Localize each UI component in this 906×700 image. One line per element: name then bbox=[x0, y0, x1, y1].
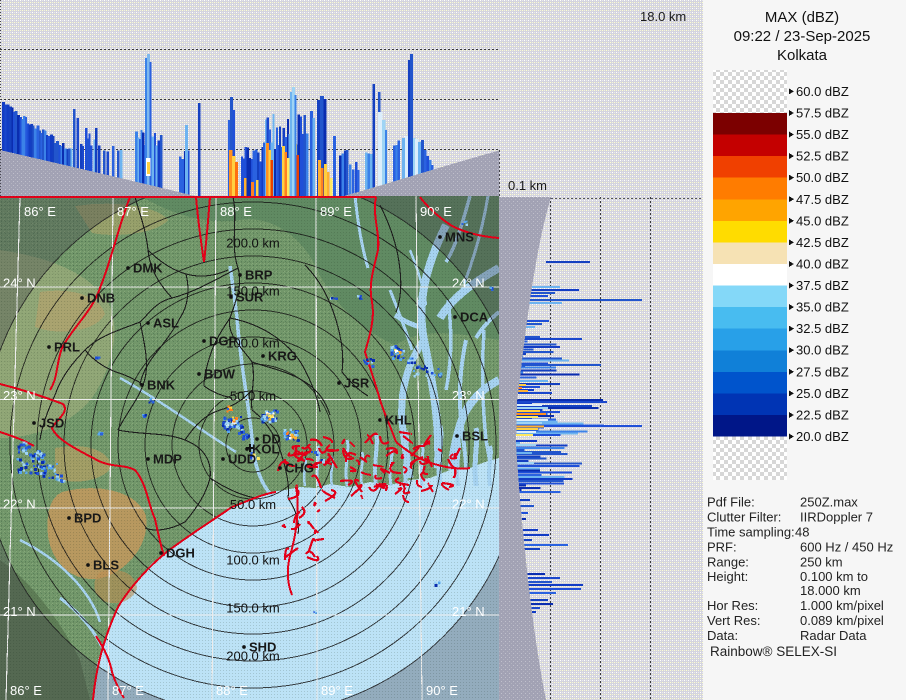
svg-text:BLS: BLS bbox=[93, 558, 119, 573]
svg-text:PRF:: PRF: bbox=[707, 540, 737, 555]
svg-text:150.0 km: 150.0 km bbox=[226, 601, 279, 616]
svg-text:88° E: 88° E bbox=[220, 204, 252, 219]
svg-text:27.5 dBZ: 27.5 dBZ bbox=[796, 364, 849, 379]
svg-text:24° N: 24° N bbox=[452, 276, 485, 291]
svg-text:35.0 dBZ: 35.0 dBZ bbox=[796, 300, 849, 315]
svg-text:BPD: BPD bbox=[74, 511, 101, 526]
svg-text:24° N: 24° N bbox=[3, 276, 36, 291]
svg-text:JSR: JSR bbox=[344, 376, 370, 391]
svg-text:UDD: UDD bbox=[228, 452, 256, 467]
svg-text:52.5 dBZ: 52.5 dBZ bbox=[796, 149, 849, 164]
svg-text:48: 48 bbox=[795, 525, 809, 540]
svg-text:40.0 dBZ: 40.0 dBZ bbox=[796, 257, 849, 272]
svg-text:86° E: 86° E bbox=[10, 683, 42, 698]
svg-text:CHG: CHG bbox=[285, 461, 314, 476]
svg-text:KOL: KOL bbox=[252, 442, 280, 457]
svg-text:250Z.max: 250Z.max bbox=[800, 495, 858, 510]
svg-text:55.0 dBZ: 55.0 dBZ bbox=[796, 127, 849, 142]
svg-text:45.0 dBZ: 45.0 dBZ bbox=[796, 213, 849, 228]
svg-text:18.0 km: 18.0 km bbox=[640, 9, 686, 24]
svg-text:Clutter Filter:: Clutter Filter: bbox=[707, 510, 781, 525]
svg-text:50.0 km: 50.0 km bbox=[230, 389, 276, 404]
svg-text:100.0 km: 100.0 km bbox=[226, 336, 279, 351]
svg-text:90° E: 90° E bbox=[420, 204, 452, 219]
svg-text:21° N: 21° N bbox=[3, 604, 36, 619]
svg-text:JSD: JSD bbox=[39, 416, 64, 431]
svg-text:DD: DD bbox=[262, 432, 281, 447]
svg-text:50.0 km: 50.0 km bbox=[230, 497, 276, 512]
svg-text:KRG: KRG bbox=[268, 349, 297, 364]
svg-text:Vert Res:: Vert Res: bbox=[707, 613, 760, 628]
svg-text:MDP: MDP bbox=[153, 452, 182, 467]
svg-text:50.0 dBZ: 50.0 dBZ bbox=[796, 170, 849, 185]
svg-text:22° N: 22° N bbox=[3, 497, 36, 512]
svg-text:IIRDoppler 7: IIRDoppler 7 bbox=[800, 510, 873, 525]
svg-text:DGH: DGH bbox=[166, 546, 195, 561]
svg-text:Height:: Height: bbox=[707, 569, 748, 584]
svg-text:Hor Res:: Hor Res: bbox=[707, 598, 758, 613]
svg-text:88° E: 88° E bbox=[216, 683, 248, 698]
svg-text:20.0 dBZ: 20.0 dBZ bbox=[796, 429, 849, 444]
svg-text:90° E: 90° E bbox=[426, 683, 458, 698]
svg-text:SUR: SUR bbox=[236, 290, 264, 305]
svg-text:42.5 dBZ: 42.5 dBZ bbox=[796, 235, 849, 250]
svg-text:0.089 km/pixel: 0.089 km/pixel bbox=[800, 613, 884, 628]
svg-text:KHL: KHL bbox=[385, 413, 412, 428]
svg-text:1.000 km/pixel: 1.000 km/pixel bbox=[800, 598, 884, 613]
svg-text:09:22 / 23-Sep-2025: 09:22 / 23-Sep-2025 bbox=[734, 28, 871, 45]
svg-text:Kolkata: Kolkata bbox=[777, 47, 828, 64]
svg-text:0.1 km: 0.1 km bbox=[508, 178, 547, 193]
svg-text:100.0 km: 100.0 km bbox=[226, 553, 279, 568]
svg-text:87° E: 87° E bbox=[117, 204, 149, 219]
svg-text:Pdf File:: Pdf File: bbox=[707, 495, 755, 510]
svg-text:ASL: ASL bbox=[153, 316, 179, 331]
svg-text:37.5 dBZ: 37.5 dBZ bbox=[796, 278, 849, 293]
svg-text:BNK: BNK bbox=[147, 378, 176, 393]
svg-text:BDW: BDW bbox=[204, 367, 236, 382]
svg-text:150.0 km: 150.0 km bbox=[226, 284, 279, 299]
svg-text:57.5 dBZ: 57.5 dBZ bbox=[796, 106, 849, 121]
svg-text:60.0 dBZ: 60.0 dBZ bbox=[796, 84, 849, 99]
svg-text:DNB: DNB bbox=[87, 291, 115, 306]
svg-text:BRP: BRP bbox=[245, 268, 273, 283]
svg-text:18.000 km: 18.000 km bbox=[800, 583, 861, 598]
svg-text:32.5 dBZ: 32.5 dBZ bbox=[796, 321, 849, 336]
svg-text:BSL: BSL bbox=[462, 429, 488, 444]
svg-text:23° N: 23° N bbox=[3, 388, 36, 403]
svg-text:89° E: 89° E bbox=[321, 683, 353, 698]
svg-text:30.0 dBZ: 30.0 dBZ bbox=[796, 343, 849, 358]
svg-text:200.0 km: 200.0 km bbox=[226, 649, 279, 664]
svg-text:250 km: 250 km bbox=[800, 555, 843, 570]
svg-text:25.0 dBZ: 25.0 dBZ bbox=[796, 386, 849, 401]
svg-text:22° N: 22° N bbox=[452, 497, 485, 512]
svg-text:Range:: Range: bbox=[707, 555, 749, 570]
svg-text:23° N: 23° N bbox=[452, 388, 485, 403]
svg-text:MNS: MNS bbox=[445, 230, 474, 245]
svg-text:Data:: Data: bbox=[707, 628, 738, 643]
svg-text:0.100 km to: 0.100 km to bbox=[800, 569, 868, 584]
svg-text:22.5 dBZ: 22.5 dBZ bbox=[796, 408, 849, 423]
svg-text:Radar Data: Radar Data bbox=[800, 628, 867, 643]
svg-text:DMK: DMK bbox=[133, 261, 163, 276]
svg-text:Time sampling:: Time sampling: bbox=[707, 525, 795, 540]
svg-text:Rainbow® SELEX-SI: Rainbow® SELEX-SI bbox=[710, 644, 837, 659]
svg-text:MAX (dBZ): MAX (dBZ) bbox=[765, 9, 839, 26]
svg-text:PRL: PRL bbox=[54, 340, 80, 355]
svg-text:89° E: 89° E bbox=[320, 204, 352, 219]
svg-text:21° N: 21° N bbox=[452, 604, 485, 619]
svg-text:SHD: SHD bbox=[249, 640, 276, 655]
svg-text:86° E: 86° E bbox=[24, 204, 56, 219]
svg-text:DGP: DGP bbox=[209, 334, 238, 349]
svg-text:200.0 km: 200.0 km bbox=[226, 236, 279, 251]
svg-text:600 Hz / 450 Hz: 600 Hz / 450 Hz bbox=[800, 540, 893, 555]
svg-text:47.5 dBZ: 47.5 dBZ bbox=[796, 192, 849, 207]
svg-text:87° E: 87° E bbox=[112, 683, 144, 698]
svg-text:DCA: DCA bbox=[460, 310, 489, 325]
